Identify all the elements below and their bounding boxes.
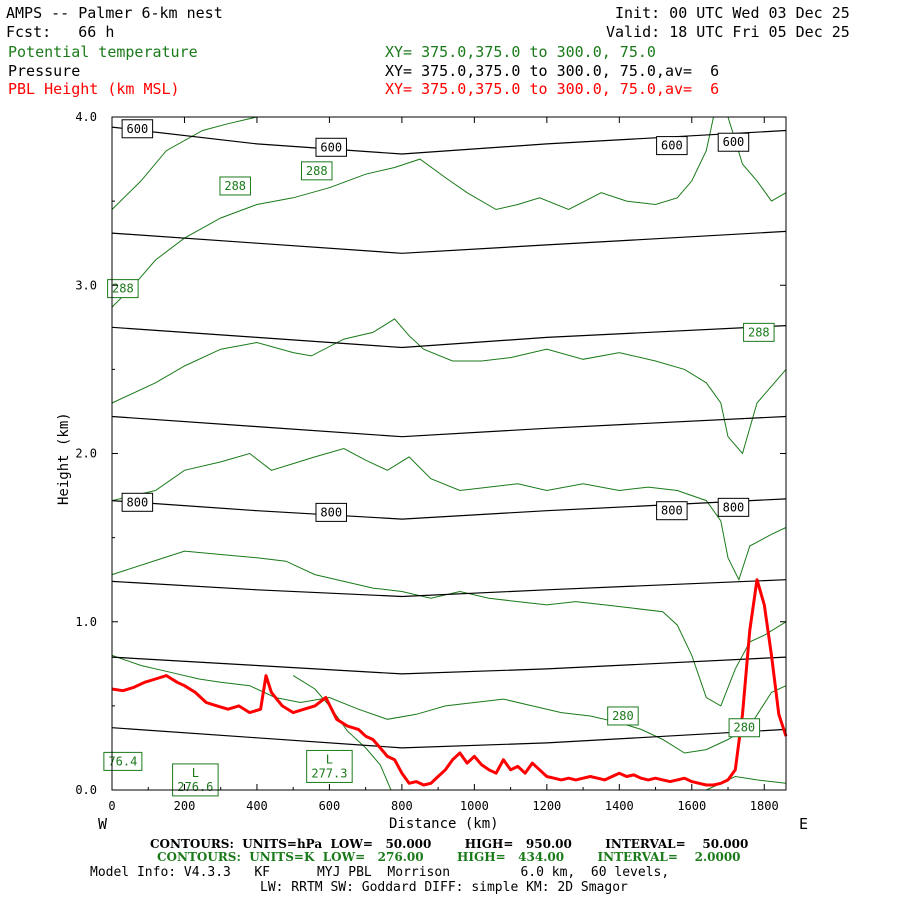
valid-time: Valid: 18 UTC Fri 05 Dec 25 bbox=[606, 23, 850, 41]
pressure-contour-label-box bbox=[315, 502, 347, 522]
west-label: W bbox=[98, 815, 108, 833]
x-tick-label: 0 bbox=[108, 799, 115, 813]
plot-frame bbox=[111, 116, 787, 791]
theta-contour-info: CONTOURS: UNITS=K LOW= 276.00 HIGH= 434.… bbox=[157, 850, 741, 864]
y-tick-label: 3.0 bbox=[75, 278, 97, 292]
pressure-contour-label-box bbox=[121, 492, 154, 512]
theta-contour-line bbox=[111, 116, 714, 308]
x-axis-label: Distance (km) bbox=[389, 816, 499, 832]
theta-contour-label: 288 bbox=[224, 179, 246, 193]
pressure-contour-label: 600 bbox=[661, 139, 683, 153]
pressure-contour-label: 600 bbox=[723, 135, 745, 149]
y-tick-label: 2.0 bbox=[75, 447, 97, 461]
x-tick-label: 1000 bbox=[460, 799, 489, 813]
pressure-contour-label-box bbox=[717, 132, 750, 152]
theta-contour-label-box bbox=[728, 718, 761, 738]
pbl-height-line bbox=[111, 578, 788, 787]
pressure-contour-line bbox=[111, 126, 787, 155]
x-tick-label: 600 bbox=[319, 799, 341, 813]
theta-contour-line bbox=[111, 654, 787, 754]
theta-contour-label-box bbox=[300, 161, 333, 181]
pressure-contours bbox=[111, 126, 787, 749]
theta-contour-line bbox=[292, 675, 392, 791]
pressure-contour-label: 800 bbox=[127, 495, 149, 509]
theta-contour-label: 277.3 bbox=[311, 766, 347, 780]
forecast-hour: Fcst: 66 h bbox=[6, 23, 115, 41]
pressure-contour-label: 800 bbox=[320, 505, 342, 519]
theta-contour-line bbox=[727, 116, 787, 202]
y-tick-label: 1.0 bbox=[75, 615, 97, 629]
model-title: AMPS -- Palmer 6-km nest bbox=[6, 4, 223, 22]
pressure-contour-label-box bbox=[656, 501, 688, 521]
field3-name: PBL Height (km MSL) bbox=[8, 80, 180, 98]
theta-contour-line bbox=[111, 447, 787, 582]
pbl-series bbox=[111, 578, 788, 787]
field2-xy: XY= 375.0,375.0 to 300.0, 75.0,av= 6 bbox=[385, 62, 720, 80]
pressure-contour-label-box bbox=[121, 119, 154, 139]
theta-contour-label: L bbox=[326, 752, 333, 766]
theta-contour-line bbox=[111, 318, 787, 455]
x-tick-label: 200 bbox=[174, 799, 196, 813]
theta-contour-label-box bbox=[219, 176, 251, 196]
field1-name: Potential temperature bbox=[8, 43, 198, 61]
east-label: E bbox=[799, 815, 809, 833]
x-tick-label: 1600 bbox=[677, 799, 706, 813]
x-tick-label: 1800 bbox=[750, 799, 779, 813]
theta-contour-line bbox=[111, 116, 258, 210]
pressure-contour-label-box bbox=[315, 137, 347, 157]
pressure-contour-label-box bbox=[717, 497, 750, 517]
contour-labels: 600 600 600 600 800 800 800 800 288 288 288 288 280 2… bbox=[103, 119, 775, 797]
y-tick-label: 4.0 bbox=[75, 110, 97, 124]
x-tick-label: 800 bbox=[391, 799, 413, 813]
theta-contour-label-box bbox=[172, 763, 219, 797]
pressure-contour-label: 800 bbox=[723, 500, 745, 514]
theta-contour-label-box bbox=[103, 751, 143, 771]
pressure-contour-line bbox=[111, 727, 787, 749]
pressure-contour-label: 800 bbox=[661, 504, 683, 518]
pressure-contour-label: 600 bbox=[320, 140, 342, 154]
x-tick-label: 400 bbox=[246, 799, 268, 813]
theta-contour-label: 288 bbox=[112, 282, 134, 296]
physics-info: LW: RRTM SW: Goddard DIFF: simple KM: 2D… bbox=[260, 880, 628, 895]
theta-contour-label-box bbox=[306, 749, 353, 783]
x-tick-label: 1400 bbox=[605, 799, 634, 813]
model-info: Model Info: V4.3.3 KF MYJ PBL Morrison 6… bbox=[90, 865, 670, 880]
field3-xy: XY= 375.0,375.0 to 300.0, 75.0,av= 6 bbox=[385, 80, 720, 98]
pressure-contour-line bbox=[111, 498, 787, 520]
init-time: Init: 00 UTC Wed 03 Dec 25 bbox=[615, 4, 850, 22]
pressure-contour-line bbox=[111, 579, 787, 598]
theta-contour-label: L bbox=[192, 766, 199, 780]
pressure-contour-line bbox=[111, 415, 787, 438]
y-tick-label: 0.0 bbox=[75, 783, 97, 797]
theta-contour-label-box bbox=[743, 322, 775, 342]
pressure-contour-label-box bbox=[656, 136, 688, 156]
pressure-contour-line bbox=[111, 230, 787, 254]
theta-contour-label: 276.6 bbox=[177, 780, 213, 794]
axes: 0 200 400 600 800 1000 1200 1400 1600 1800 0.0 1.0 2… bbox=[75, 110, 786, 813]
theta-contour-label: 288 bbox=[306, 164, 328, 178]
theta-contour-line bbox=[111, 550, 787, 707]
theta-contour-label: 280 bbox=[733, 721, 755, 735]
theta-contour-label: 76.4 bbox=[108, 754, 137, 768]
field1-xy: XY= 375.0,375.0 to 300.0, 75.0 bbox=[385, 43, 656, 61]
x-tick-label: 1200 bbox=[532, 799, 561, 813]
pressure-contour-label: 600 bbox=[127, 122, 149, 136]
theta-contour-label: 280 bbox=[612, 709, 634, 723]
theta-contour-label-box bbox=[107, 279, 139, 299]
theta-contours bbox=[111, 116, 787, 791]
pressure-contour-info: CONTOURS: UNITS=hPa LOW= 50.000 HIGH= 95… bbox=[150, 837, 749, 851]
y-axis-label: Height (km) bbox=[56, 412, 72, 505]
field2-name: Pressure bbox=[8, 62, 81, 80]
theta-contour-label: 288 bbox=[748, 325, 770, 339]
pressure-contour-line bbox=[111, 656, 787, 675]
pressure-contour-line bbox=[111, 325, 787, 349]
theta-contour-label-box bbox=[607, 706, 639, 726]
